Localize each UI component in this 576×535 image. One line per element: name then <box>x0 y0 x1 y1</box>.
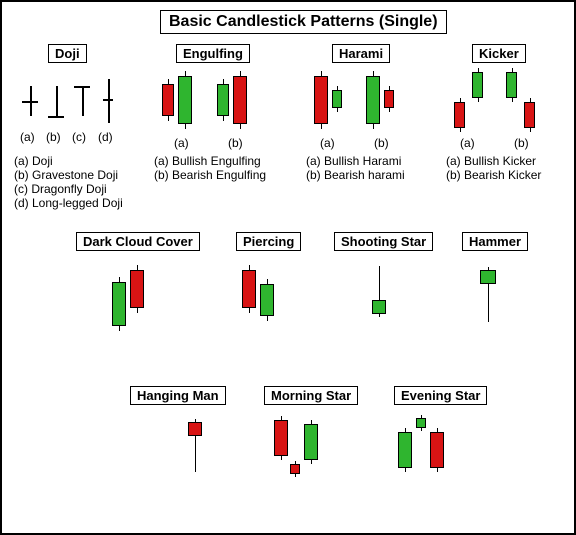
engulf-sub-b: (b) <box>228 136 243 150</box>
engulf-desc: (a) Bullish Engulfing (b) Bearish Engulf… <box>154 154 266 182</box>
label-darkcloud: Dark Cloud Cover <box>76 232 200 251</box>
label-kicker: Kicker <box>472 44 526 63</box>
label-piercing: Piercing <box>236 232 301 251</box>
evening-pattern <box>398 414 458 494</box>
label-doji: Doji <box>48 44 87 63</box>
candlestick-patterns-diagram: Basic Candlestick Patterns (Single) Doji… <box>0 0 576 535</box>
label-hanging: Hanging Man <box>130 386 226 405</box>
doji-sub-c: (c) <box>72 130 86 144</box>
doji-patterns <box>22 74 122 134</box>
label-hammer: Hammer <box>462 232 528 251</box>
label-engulfing: Engulfing <box>176 44 250 63</box>
kicker-patterns <box>454 68 554 138</box>
doji-sub-a: (a) <box>20 130 35 144</box>
doji-sub-b: (b) <box>46 130 61 144</box>
piercing-pattern <box>242 260 302 340</box>
harami-desc: (a) Bullish Harami (b) Bearish harami <box>306 154 405 182</box>
harami-sub-a: (a) <box>320 136 335 150</box>
label-evening: Evening Star <box>394 386 487 405</box>
kicker-sub-a: (a) <box>460 136 475 150</box>
hanging-pattern <box>188 414 228 494</box>
label-morning: Morning Star <box>264 386 358 405</box>
harami-patterns <box>314 68 414 138</box>
kicker-desc: (a) Bullish Kicker (b) Bearish Kicker <box>446 154 541 182</box>
doji-desc: (a) Doji (b) Gravestone Doji (c) Dragonf… <box>14 154 123 210</box>
hammer-pattern <box>480 260 520 340</box>
darkcloud-pattern <box>112 260 172 340</box>
harami-sub-b: (b) <box>374 136 389 150</box>
doji-sub-d: (d) <box>98 130 113 144</box>
label-shootingstar: Shooting Star <box>334 232 433 251</box>
engulf-sub-a: (a) <box>174 136 189 150</box>
main-title: Basic Candlestick Patterns (Single) <box>160 10 447 34</box>
label-harami: Harami <box>332 44 390 63</box>
shootingstar-pattern <box>372 260 412 340</box>
morning-pattern <box>274 414 334 494</box>
kicker-sub-b: (b) <box>514 136 529 150</box>
engulfing-patterns <box>162 68 262 138</box>
